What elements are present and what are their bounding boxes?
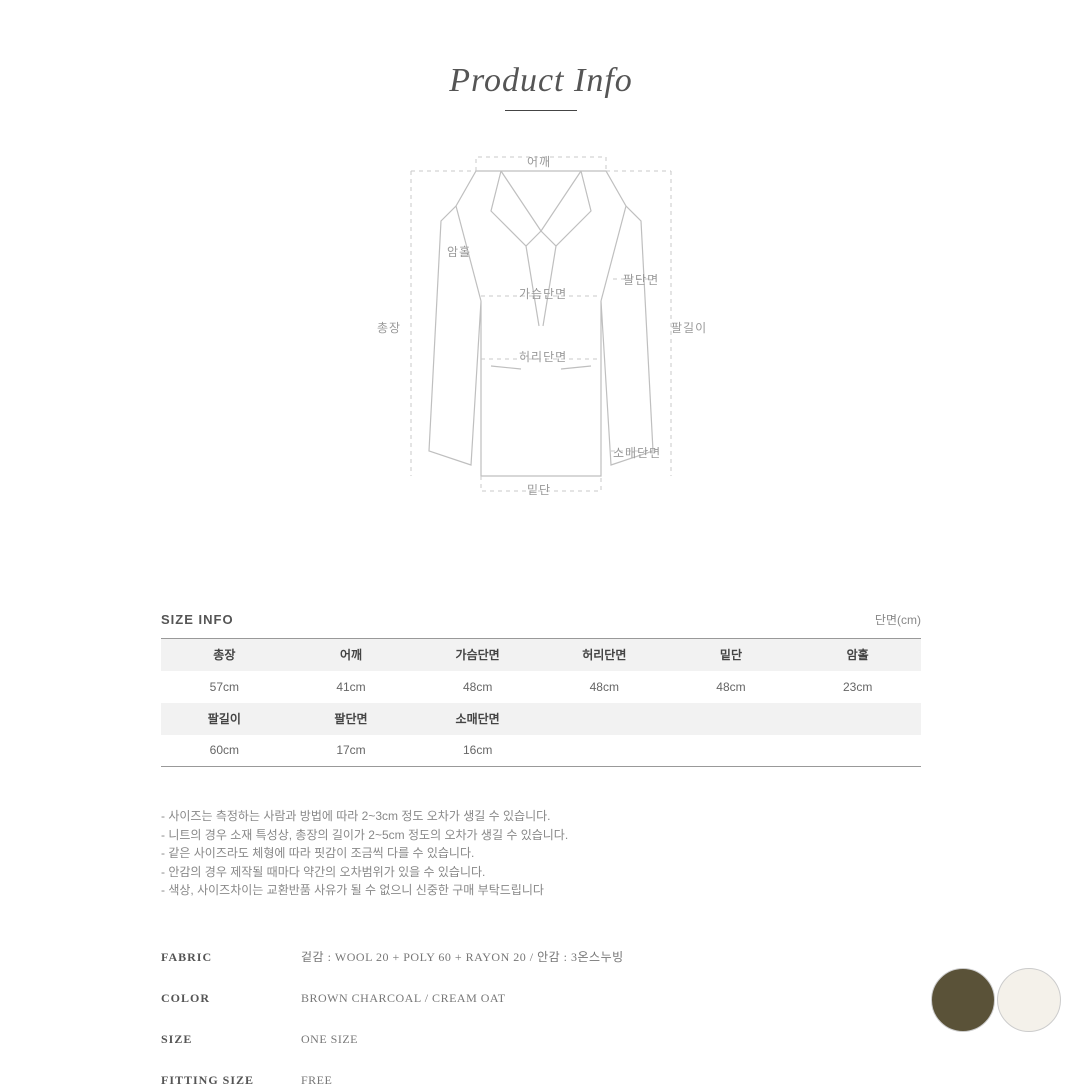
th: 소매단면 (414, 703, 541, 735)
size-table: 총장 어깨 가슴단면 허리단면 밑단 암홀 57cm 41cm 48cm 48c… (161, 638, 921, 767)
td: 23cm (794, 671, 921, 703)
td: 57cm (161, 671, 288, 703)
td: 17cm (288, 735, 415, 767)
th: 암홀 (794, 639, 921, 671)
th (794, 703, 921, 735)
spec-value: FREE (301, 1073, 332, 1088)
swatch-cream-oat (997, 968, 1061, 1032)
spec-label: COLOR (161, 991, 301, 1006)
spec-value: ONE SIZE (301, 1032, 358, 1047)
td (668, 735, 795, 767)
spec-color: COLOR BROWN CHARCOAL / CREAM OAT (161, 991, 921, 1006)
th (668, 703, 795, 735)
label-sleeve: 팔길이 (671, 319, 707, 336)
size-info-section: SIZE INFO 단면(cm) 총장 어깨 가슴단면 허리단면 밑단 암홀 5… (161, 611, 921, 767)
label-hem: 밑단 (527, 481, 551, 498)
spec-label: FABRIC (161, 950, 301, 965)
td (541, 735, 668, 767)
th: 팔단면 (288, 703, 415, 735)
note-line: - 같은 사이즈라도 체형에 따라 핏감이 조금씩 다를 수 있습니다. (161, 844, 921, 863)
spec-fabric: FABRIC 겉감 : WOOL 20 + POLY 60 + RAYON 20… (161, 948, 921, 965)
table-row: 57cm 41cm 48cm 48cm 48cm 23cm (161, 671, 921, 703)
label-length: 총장 (377, 319, 401, 336)
label-armhole: 암홀 (447, 243, 471, 260)
page-title: Product Info (0, 0, 1082, 100)
label-cuffwidth: 팔단면 (623, 271, 659, 288)
label-chest: 가슴단면 (519, 285, 567, 302)
td: 48cm (668, 671, 795, 703)
swatch-brown-charcoal (931, 968, 995, 1032)
th (541, 703, 668, 735)
size-diagram: 어깨 암홀 가슴단면 팔단면 총장 팔길이 허리단면 소매단면 밑단 (341, 151, 741, 521)
spec-label: SIZE (161, 1032, 301, 1047)
spec-fittingsize: FITTING SIZE FREE (161, 1073, 921, 1088)
color-swatches (931, 968, 1061, 1032)
size-info-unit: 단면(cm) (875, 611, 921, 628)
td: 48cm (541, 671, 668, 703)
title-underline (505, 110, 577, 111)
td: 16cm (414, 735, 541, 767)
td: 48cm (414, 671, 541, 703)
label-waist: 허리단면 (519, 348, 567, 365)
spec-size: SIZE ONE SIZE (161, 1032, 921, 1047)
table-row: 60cm 17cm 16cm (161, 735, 921, 767)
th: 팔길이 (161, 703, 288, 735)
th: 허리단면 (541, 639, 668, 671)
spec-value: 겉감 : WOOL 20 + POLY 60 + RAYON 20 / 안감 :… (301, 948, 624, 965)
table-row: 팔길이 팔단면 소매단면 (161, 703, 921, 735)
th: 가슴단면 (414, 639, 541, 671)
th: 어깨 (288, 639, 415, 671)
note-line: - 니트의 경우 소재 특성상, 총장의 길이가 2~5cm 정도의 오차가 생… (161, 826, 921, 845)
td (794, 735, 921, 767)
td: 60cm (161, 735, 288, 767)
label-shoulder: 어깨 (527, 153, 551, 170)
product-specs: FABRIC 겉감 : WOOL 20 + POLY 60 + RAYON 20… (161, 948, 921, 1088)
spec-value: BROWN CHARCOAL / CREAM OAT (301, 991, 506, 1006)
jacket-outline-svg (341, 151, 741, 521)
size-notes: - 사이즈는 측정하는 사람과 방법에 따라 2~3cm 정도 오차가 생길 수… (161, 807, 921, 900)
size-info-title: SIZE INFO (161, 612, 234, 627)
td: 41cm (288, 671, 415, 703)
note-line: - 색상, 사이즈차이는 교환반품 사유가 될 수 없으니 신중한 구매 부탁드… (161, 881, 921, 900)
th: 밑단 (668, 639, 795, 671)
label-cuffopen: 소매단면 (613, 444, 661, 461)
note-line: - 안감의 경우 제작될 때마다 약간의 오차범위가 있을 수 있습니다. (161, 863, 921, 882)
spec-label: FITTING SIZE (161, 1073, 301, 1088)
th: 총장 (161, 639, 288, 671)
note-line: - 사이즈는 측정하는 사람과 방법에 따라 2~3cm 정도 오차가 생길 수… (161, 807, 921, 826)
table-row: 총장 어깨 가슴단면 허리단면 밑단 암홀 (161, 639, 921, 671)
